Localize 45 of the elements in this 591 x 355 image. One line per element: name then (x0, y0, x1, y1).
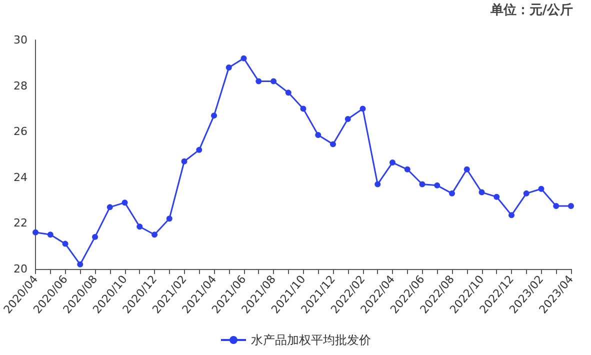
point (226, 64, 232, 70)
point (568, 203, 574, 210)
point (344, 116, 351, 122)
point (478, 189, 485, 196)
y-tick-label: 24 (14, 170, 28, 184)
point (211, 112, 218, 119)
point (136, 224, 143, 230)
point (523, 190, 530, 196)
y-tick-label: 20 (14, 262, 28, 276)
point (404, 166, 410, 172)
point (360, 106, 366, 112)
point (315, 132, 322, 138)
y-tick-label: 26 (14, 125, 28, 138)
point (47, 232, 54, 238)
point (419, 181, 426, 188)
point (300, 106, 306, 112)
point (166, 216, 172, 222)
text: 单位：元/公斤 (489, 2, 573, 18)
point (181, 158, 188, 164)
point (508, 212, 514, 218)
point (434, 182, 440, 188)
y-tick-label: 28 (14, 79, 28, 92)
point (374, 181, 381, 188)
point (240, 55, 247, 62)
point (449, 190, 456, 196)
point (92, 234, 98, 240)
point (106, 204, 113, 210)
point (285, 90, 292, 96)
legend-label: 水产品加权平均批发价 (251, 333, 371, 347)
point (270, 78, 277, 84)
point (32, 229, 39, 236)
point (464, 166, 470, 172)
point (152, 232, 158, 238)
point (77, 261, 84, 268)
y-tick-label: 30 (14, 34, 28, 46)
point (390, 160, 396, 166)
point (256, 78, 262, 84)
point (196, 146, 202, 153)
point (494, 194, 500, 200)
point (553, 203, 560, 210)
point (122, 200, 128, 206)
point (62, 240, 68, 247)
point (330, 141, 336, 148)
point (538, 186, 544, 192)
y-tick-label: 22 (14, 216, 28, 230)
